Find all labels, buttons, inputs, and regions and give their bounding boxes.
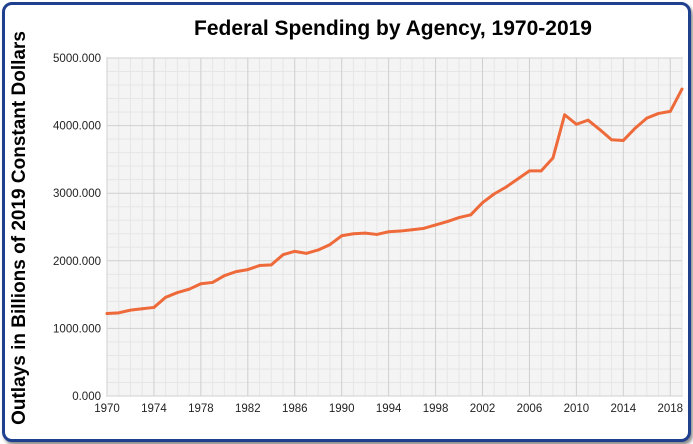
y-tick-label: 0.000 xyxy=(72,391,101,403)
data-point xyxy=(445,220,449,223)
data-point xyxy=(117,311,121,315)
data-point xyxy=(246,268,250,271)
x-axis-ticks: 1970 1974 1978 1982 1986 1990 1994 1998 2002 2006… xyxy=(94,403,683,415)
major-gridlines xyxy=(106,57,682,397)
data-point xyxy=(481,201,484,205)
data-point xyxy=(387,230,391,234)
x-tick-label: 2018 xyxy=(657,403,683,415)
data-point xyxy=(539,169,543,173)
data-point xyxy=(281,253,285,257)
data-point xyxy=(176,291,179,294)
data-point xyxy=(668,110,672,113)
data-point xyxy=(164,295,168,299)
data-point xyxy=(375,233,379,236)
plot-area xyxy=(106,57,683,397)
y-tick-label: 3000.000 xyxy=(53,188,101,200)
y-tick-label: 4000.000 xyxy=(53,121,101,133)
data-point xyxy=(140,307,144,311)
minor-gridlines xyxy=(107,58,683,396)
data-point xyxy=(598,128,602,132)
data-point xyxy=(105,312,109,315)
data-point xyxy=(610,138,613,142)
data-point xyxy=(234,270,238,274)
data-point xyxy=(316,248,320,252)
data-point xyxy=(305,251,308,255)
y-axis-ticks: 0.000 1000.000 2000.000 3000.000 4000.000 500… xyxy=(53,53,101,403)
x-tick-label: 1998 xyxy=(423,403,449,415)
data-point xyxy=(563,113,567,117)
chart-title: Federal Spending by Agency, 1970-2019 xyxy=(194,17,592,40)
x-tick-label: 1974 xyxy=(141,403,167,415)
x-tick-label: 2010 xyxy=(564,403,590,415)
data-point xyxy=(586,118,590,122)
data-point xyxy=(328,243,332,246)
data-point xyxy=(199,282,203,286)
data-point xyxy=(528,169,531,173)
data-point xyxy=(340,234,344,238)
y-tick-label: 2000.000 xyxy=(53,256,101,268)
data-point xyxy=(352,232,355,236)
x-tick-label: 1986 xyxy=(282,403,308,415)
data-point xyxy=(551,156,555,160)
x-tick-label: 1978 xyxy=(188,403,214,415)
data-point xyxy=(152,306,156,309)
x-tick-label: 2014 xyxy=(611,403,637,415)
data-point xyxy=(680,87,684,91)
data-point xyxy=(398,229,402,233)
data-point xyxy=(574,122,578,126)
x-tick-label: 2002 xyxy=(470,403,496,415)
data-point xyxy=(187,287,191,291)
data-point xyxy=(621,139,625,142)
data-point xyxy=(657,112,660,115)
data-point xyxy=(129,308,132,312)
x-tick-label: 1990 xyxy=(329,403,355,415)
data-point xyxy=(410,228,414,232)
x-tick-label: 2006 xyxy=(517,403,543,415)
data-point xyxy=(434,223,437,227)
series-group xyxy=(105,87,684,316)
data-point xyxy=(222,274,226,278)
x-tick-label: 1970 xyxy=(94,403,120,415)
y-tick-label: 1000.000 xyxy=(53,323,101,335)
data-point xyxy=(504,185,508,189)
data-point xyxy=(633,126,637,130)
data-point xyxy=(469,213,473,217)
y-tick-label: 5000.000 xyxy=(53,53,101,65)
data-point xyxy=(422,226,426,230)
series-line xyxy=(105,87,684,316)
x-tick-label: 1982 xyxy=(235,403,261,415)
data-point xyxy=(258,264,261,267)
data-point xyxy=(363,231,367,235)
data-point xyxy=(457,216,461,219)
data-point xyxy=(269,263,273,267)
data-point xyxy=(293,249,297,253)
data-point xyxy=(645,116,649,120)
data-point xyxy=(492,192,496,196)
data-point xyxy=(211,281,215,284)
x-tick-label: 1994 xyxy=(376,403,402,415)
data-point xyxy=(516,177,520,181)
